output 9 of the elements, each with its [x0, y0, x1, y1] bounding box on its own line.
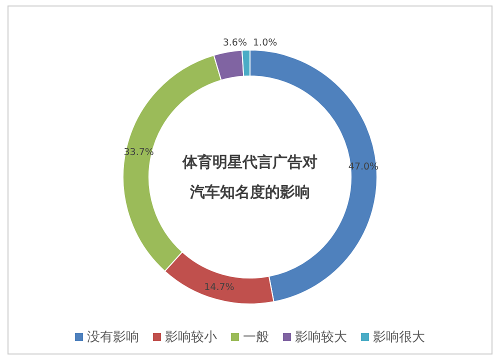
legend-label: 没有影响	[87, 330, 139, 345]
legend-label: 影响较大	[295, 330, 347, 345]
data-label: 1.0%	[253, 37, 278, 48]
data-label: 14.7%	[204, 282, 234, 294]
legend-label: 影响较小	[165, 330, 217, 345]
legend-label: 影响很大	[373, 330, 425, 345]
text: 体育明星代言广告对汽车知名度的影响	[182, 153, 318, 201]
data-label: 3.6%	[222, 37, 247, 48]
legend-label: 一般	[243, 330, 269, 345]
